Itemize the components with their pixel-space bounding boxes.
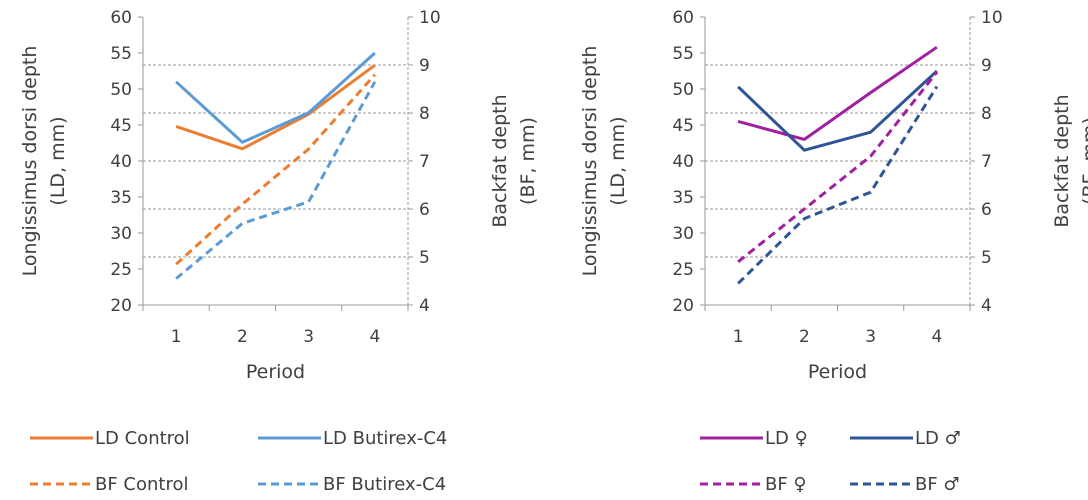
left-tick-label: 20 [672,296,694,316]
legend-1: LD Control LD Butirex-C4 BF Control BF Buti… [30,428,447,495]
x-tick-label: 4 [931,327,942,347]
left-axis-title-line: Longissimus dorsi depth [579,46,601,277]
right-axis-title-line: (BF, mm) [1079,117,1088,205]
series-line-1 [175,63,376,151]
x-tick-label: 1 [171,327,182,347]
legend-label: LD ♂ [915,428,961,449]
x-tick-label: 2 [237,327,248,347]
right-axis-title: Backfat depth (BF, mm) [489,94,539,227]
right-tick-label: 5 [419,248,430,268]
series-line-4 [737,85,939,285]
x-tick-label: 4 [369,327,380,347]
right-axis-title-line: (BF, mm) [517,117,539,205]
right-tick-label: 10 [981,8,1003,28]
left-tick-label: 25 [110,260,132,280]
legend-label: BF Control [95,474,189,495]
right-axis-title: Backfat depth (BF, mm) [1051,94,1088,227]
right-tick-label: 5 [981,248,992,268]
left-tick-label: 30 [110,224,132,244]
right-axis-title-line: Backfat depth [1051,94,1073,227]
right-axis-title-line: Backfat depth [489,94,511,227]
x-tick-label: 1 [733,327,744,347]
right-tick-label: 4 [981,296,992,316]
left-tick-label: 50 [672,80,694,100]
x-tick-label: 2 [799,327,810,347]
right-tick-label: 6 [419,200,430,220]
left-tick-label: 55 [672,44,694,64]
left-axis-title: Longissimus dorsi depth (LD, mm) [579,46,629,277]
right-tick-label: 8 [981,104,992,124]
series-line-1 [737,45,938,141]
left-tick-label: 45 [672,116,694,136]
series-line-3 [737,71,939,263]
legend-label: LD Butirex-C4 [323,428,447,449]
left-axis-title-line: Longissimus dorsi depth [19,46,41,277]
series-line-2 [737,69,938,152]
left-axis-title-line: (LD, mm) [607,116,629,205]
series-line-2 [175,51,376,144]
right-tick-label: 7 [981,152,992,172]
left-tick-label: 20 [110,296,132,316]
legend-label: LD Control [95,428,190,449]
left-tick-label: 35 [672,188,694,208]
left-tick-label: 45 [110,116,132,136]
left-tick-label: 50 [110,80,132,100]
left-tick-label: 60 [110,8,132,28]
legend-label: BF Butirex-C4 [323,474,446,495]
x-axis-title: Period [246,361,305,383]
x-tick-label: 3 [303,327,314,347]
left-tick-label: 55 [110,44,132,64]
legend-2: LD ♀ LD ♂ BF ♀ BF ♂ [700,428,961,495]
legend-label: BF ♀ [765,474,807,495]
right-tick-label: 8 [419,104,430,124]
right-tick-label: 6 [981,200,992,220]
left-tick-label: 30 [672,224,694,244]
legend-label: LD ♀ [765,428,808,449]
left-tick-label: 35 [110,188,132,208]
right-tick-label: 9 [419,56,430,76]
right-tick-label: 10 [419,8,441,28]
left-tick-label: 40 [672,152,694,172]
x-axis-title: Period [808,361,867,383]
series-line-3 [175,73,376,266]
right-tick-label: 9 [981,56,992,76]
right-tick-label: 7 [419,152,430,172]
series-line-4 [175,81,377,280]
left-axis-title-line: (LD, mm) [47,116,69,205]
left-tick-label: 60 [672,8,694,28]
left-tick-label: 40 [110,152,132,172]
left-axis-title: Longissimus dorsi depth (LD, mm) [19,46,69,277]
left-tick-label: 25 [672,260,694,280]
x-tick-label: 3 [865,327,876,347]
right-tick-label: 4 [419,296,430,316]
legend-label: BF ♂ [915,474,960,495]
